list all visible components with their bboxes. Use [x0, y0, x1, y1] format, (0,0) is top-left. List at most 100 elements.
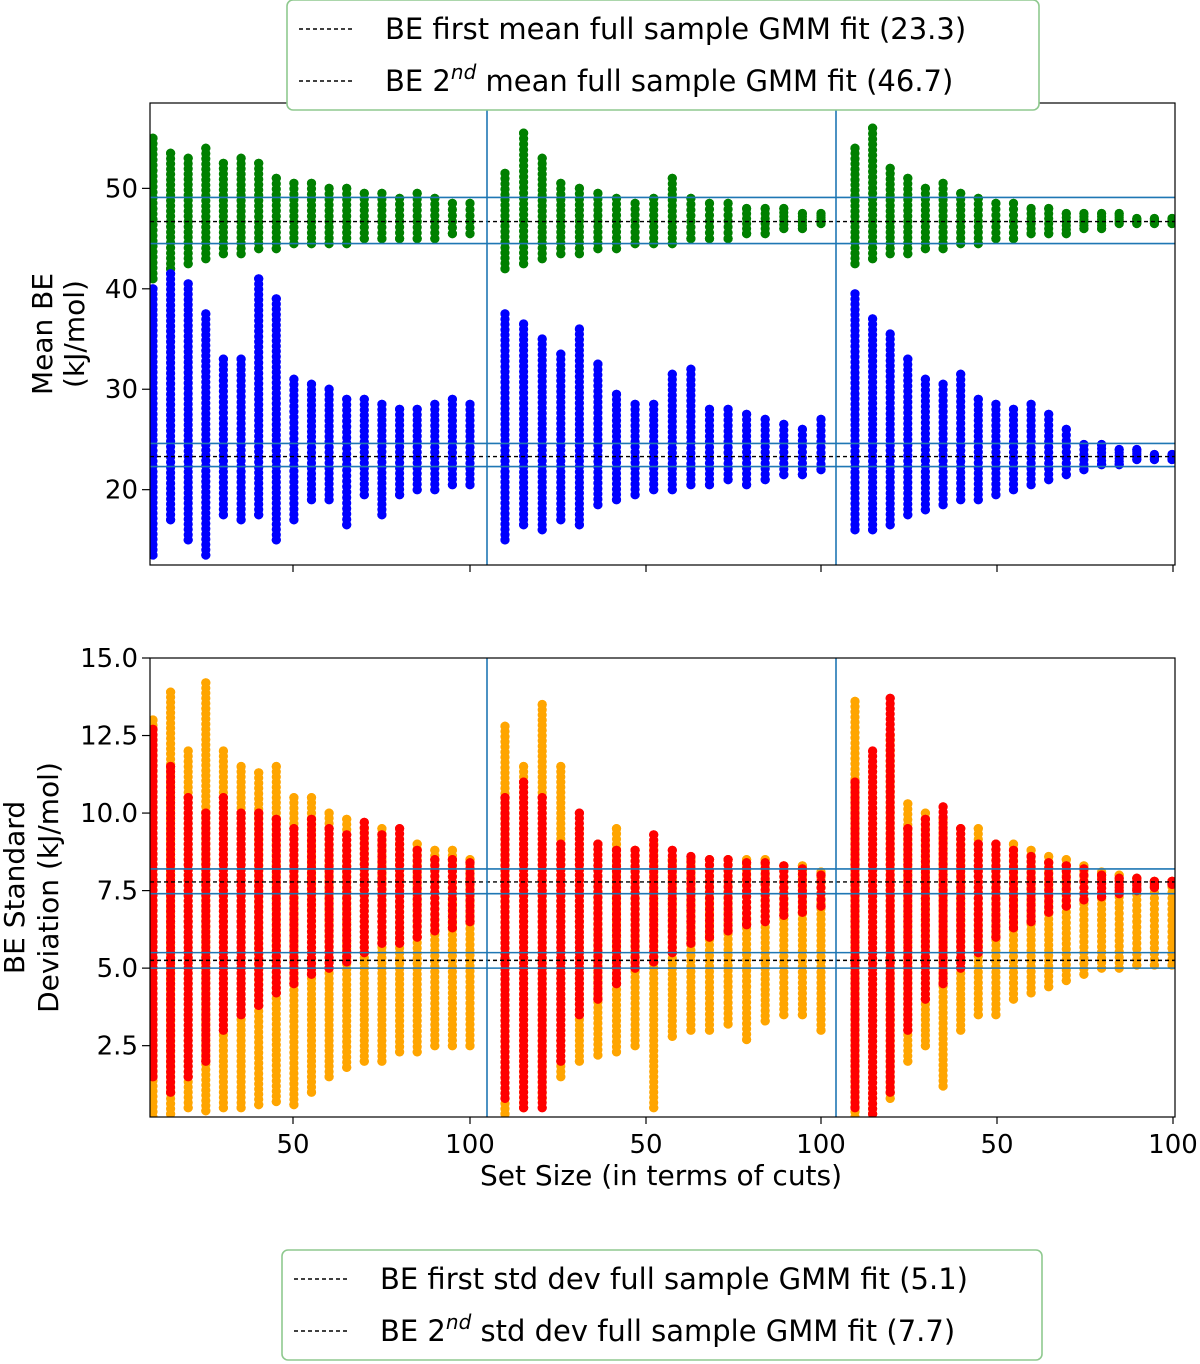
y-tick-label: 30 [105, 375, 138, 405]
scatter-point [611, 824, 622, 834]
scatter-point [742, 203, 752, 214]
scatter-point [1114, 444, 1124, 455]
scatter-point [1132, 213, 1142, 224]
scatter-point [797, 424, 808, 434]
scatter-point [218, 793, 228, 803]
scatter-point [166, 269, 176, 279]
scatter-point [519, 319, 529, 329]
scatter-point [430, 193, 440, 203]
scatter-point [447, 855, 457, 865]
scatter-point [254, 808, 264, 818]
plot-area [150, 678, 1175, 1117]
scatter-point [271, 294, 281, 304]
scatter-point [377, 188, 387, 198]
scatter-point [306, 379, 317, 389]
scatter-point [166, 761, 176, 772]
scatter-point [412, 404, 422, 414]
scatter-point [412, 188, 422, 198]
scatter-point [447, 198, 457, 208]
scatter-point [1026, 203, 1036, 214]
scatter-point [500, 721, 510, 731]
scatter-point [324, 824, 334, 834]
scatter-point [306, 793, 317, 803]
scatter-point [342, 183, 352, 193]
scatter-point [1167, 213, 1175, 224]
y-tick-label: 50 [105, 174, 138, 204]
scatter-point [1149, 213, 1159, 224]
scatter-point [324, 183, 334, 193]
scatter-point [537, 334, 547, 344]
scatter-point [166, 148, 176, 158]
scatter-point [150, 284, 158, 294]
scatter-point [704, 198, 715, 208]
scatter-point [1079, 439, 1089, 450]
scatter-point [183, 153, 193, 163]
scatter-point [306, 178, 317, 188]
scatter-point [289, 374, 299, 384]
scatter-point [556, 761, 566, 772]
scatter-point [723, 404, 733, 414]
scatter-point [1008, 198, 1019, 208]
series-ff0000-panel-2 [500, 777, 826, 1113]
scatter-point [686, 364, 696, 374]
scatter-point [593, 188, 603, 198]
scatter-point [359, 188, 369, 198]
scatter-point [593, 359, 603, 369]
scatter-point [537, 153, 547, 163]
scatter-point [150, 715, 158, 725]
scatter-point [1061, 208, 1071, 219]
scatter-point [236, 354, 246, 364]
scatter-point [868, 314, 878, 324]
scatter-point [183, 793, 193, 803]
series-ffa500-panel-2 [500, 699, 826, 1117]
scatter-point [938, 178, 948, 188]
series-0000ff-panel-1 [150, 269, 475, 560]
scatter-point [956, 188, 966, 198]
scatter-point [254, 768, 264, 778]
scatter-point [1097, 208, 1107, 219]
scatter-point [779, 419, 789, 429]
scatter-point [271, 761, 281, 772]
scatter-point [903, 173, 913, 183]
scatter-point [183, 746, 193, 756]
scatter-point [271, 814, 281, 824]
scatter-point [342, 394, 352, 404]
scatter-point [574, 183, 585, 193]
scatter-point [920, 374, 931, 384]
scatter-point [166, 687, 176, 697]
scatter-point [201, 309, 211, 319]
scatter-point [500, 793, 510, 803]
scatter-point [1097, 439, 1107, 450]
scatter-point [254, 158, 264, 168]
scatter-point [430, 399, 440, 409]
scatter-point [342, 830, 352, 840]
series-008000-panel-2 [500, 128, 826, 274]
scatter-point [500, 309, 510, 319]
series-008000-panel-3 [850, 123, 1175, 269]
scatter-point [218, 354, 228, 364]
scatter-point [816, 414, 826, 424]
scatter-point [556, 349, 566, 359]
scatter-point [500, 168, 510, 178]
scatter-point [574, 324, 585, 334]
scatter-point [1079, 208, 1089, 219]
scatter-point [395, 193, 405, 203]
scatter-point [920, 183, 931, 193]
scatter-point [465, 198, 475, 208]
scatter-point [183, 279, 193, 289]
scatter-point [254, 274, 264, 284]
scatter-point [868, 123, 878, 133]
scatter-point [395, 824, 405, 834]
scatter-point [903, 354, 913, 364]
scatter-point [723, 198, 733, 208]
scatter-point [667, 173, 677, 183]
scatter-point [630, 198, 640, 208]
scatter-point [1061, 424, 1071, 434]
scatter-point [686, 193, 696, 203]
scatter-point [306, 814, 317, 824]
scatter-point [395, 404, 405, 414]
scatter-point [885, 329, 895, 339]
series-0000ff-panel-2 [500, 309, 826, 545]
